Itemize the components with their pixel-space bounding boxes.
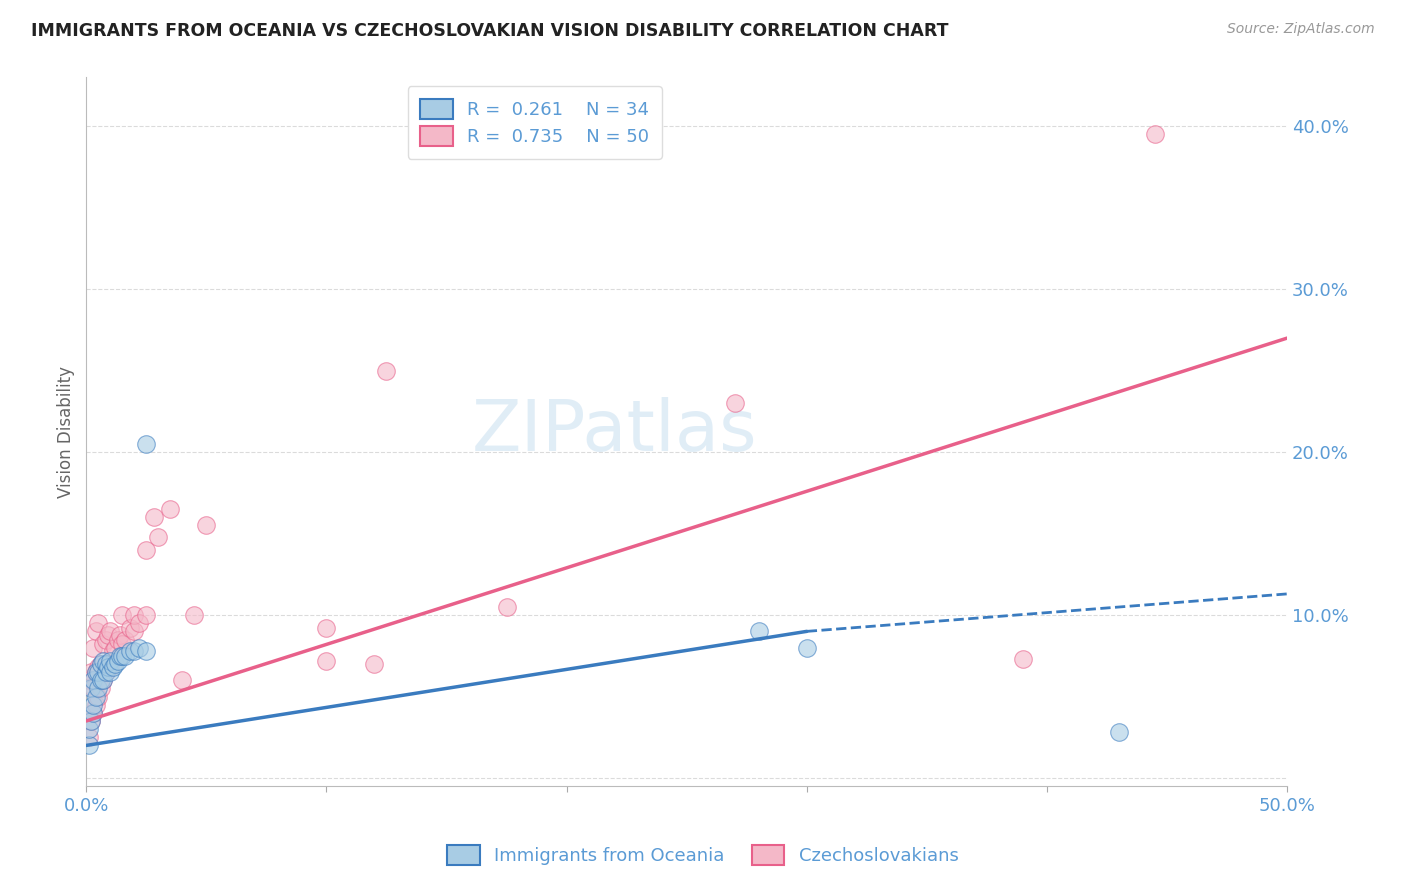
Point — [315, 621, 337, 635]
Point — [98, 660, 121, 674]
Point — [1108, 725, 1130, 739]
Point — [84, 624, 107, 639]
Point — [135, 608, 157, 623]
Point — [796, 640, 818, 655]
Point — [90, 673, 112, 688]
Point — [101, 644, 124, 658]
Point — [87, 665, 110, 679]
Point — [114, 632, 136, 647]
Point — [195, 518, 218, 533]
Point — [94, 665, 117, 679]
Text: Source: ZipAtlas.com: Source: ZipAtlas.com — [1227, 22, 1375, 37]
Point — [77, 673, 100, 688]
Point — [114, 648, 136, 663]
Point — [495, 599, 517, 614]
Point — [118, 621, 141, 635]
Point — [118, 644, 141, 658]
Point — [91, 673, 114, 688]
Point — [107, 632, 129, 647]
Point — [101, 660, 124, 674]
Point — [148, 530, 170, 544]
Point — [111, 608, 134, 623]
Legend: Immigrants from Oceania, Czechoslovakians: Immigrants from Oceania, Czechoslovakian… — [439, 836, 967, 874]
Point — [159, 502, 181, 516]
Point — [135, 542, 157, 557]
Point — [94, 657, 117, 671]
Point — [82, 698, 104, 712]
Point — [108, 648, 131, 663]
Point — [98, 654, 121, 668]
Point — [183, 608, 205, 623]
Point — [90, 681, 112, 696]
Point — [1012, 652, 1035, 666]
Point — [84, 690, 107, 704]
Point — [128, 640, 150, 655]
Point — [1143, 128, 1166, 142]
Point — [124, 624, 146, 639]
Point — [91, 654, 114, 668]
Point — [135, 644, 157, 658]
Point — [128, 616, 150, 631]
Point — [124, 608, 146, 623]
Point — [80, 714, 103, 728]
Point — [82, 673, 104, 688]
Point — [82, 640, 104, 655]
Point — [87, 660, 110, 674]
Point — [142, 510, 165, 524]
Point — [748, 624, 770, 639]
Point — [87, 616, 110, 631]
Point — [87, 690, 110, 704]
Point — [90, 657, 112, 671]
Point — [124, 644, 146, 658]
Point — [104, 640, 127, 655]
Point — [77, 731, 100, 745]
Point — [94, 665, 117, 679]
Point — [172, 673, 194, 688]
Point — [724, 396, 747, 410]
Point — [104, 657, 127, 671]
Point — [77, 739, 100, 753]
Point — [315, 654, 337, 668]
Point — [97, 627, 120, 641]
Point — [80, 714, 103, 728]
Point — [84, 665, 107, 679]
Text: ZIPatlas: ZIPatlas — [472, 397, 758, 467]
Point — [77, 722, 100, 736]
Point — [87, 681, 110, 696]
Point — [90, 657, 112, 671]
Point — [98, 665, 121, 679]
Point — [82, 706, 104, 720]
Point — [98, 624, 121, 639]
Point — [80, 681, 103, 696]
Y-axis label: Vision Disability: Vision Disability — [58, 366, 75, 498]
Point — [94, 632, 117, 647]
Point — [111, 637, 134, 651]
Point — [363, 657, 385, 671]
Point — [82, 681, 104, 696]
Point — [82, 706, 104, 720]
Point — [375, 364, 398, 378]
Point — [84, 665, 107, 679]
Point — [108, 627, 131, 641]
Point — [80, 665, 103, 679]
Point — [97, 660, 120, 674]
Legend: R =  0.261    N = 34, R =  0.735    N = 50: R = 0.261 N = 34, R = 0.735 N = 50 — [408, 87, 662, 159]
Point — [91, 637, 114, 651]
Point — [135, 437, 157, 451]
Point — [111, 648, 134, 663]
Point — [97, 657, 120, 671]
Point — [91, 673, 114, 688]
Point — [107, 654, 129, 668]
Text: IMMIGRANTS FROM OCEANIA VS CZECHOSLOVAKIAN VISION DISABILITY CORRELATION CHART: IMMIGRANTS FROM OCEANIA VS CZECHOSLOVAKI… — [31, 22, 949, 40]
Point — [84, 698, 107, 712]
